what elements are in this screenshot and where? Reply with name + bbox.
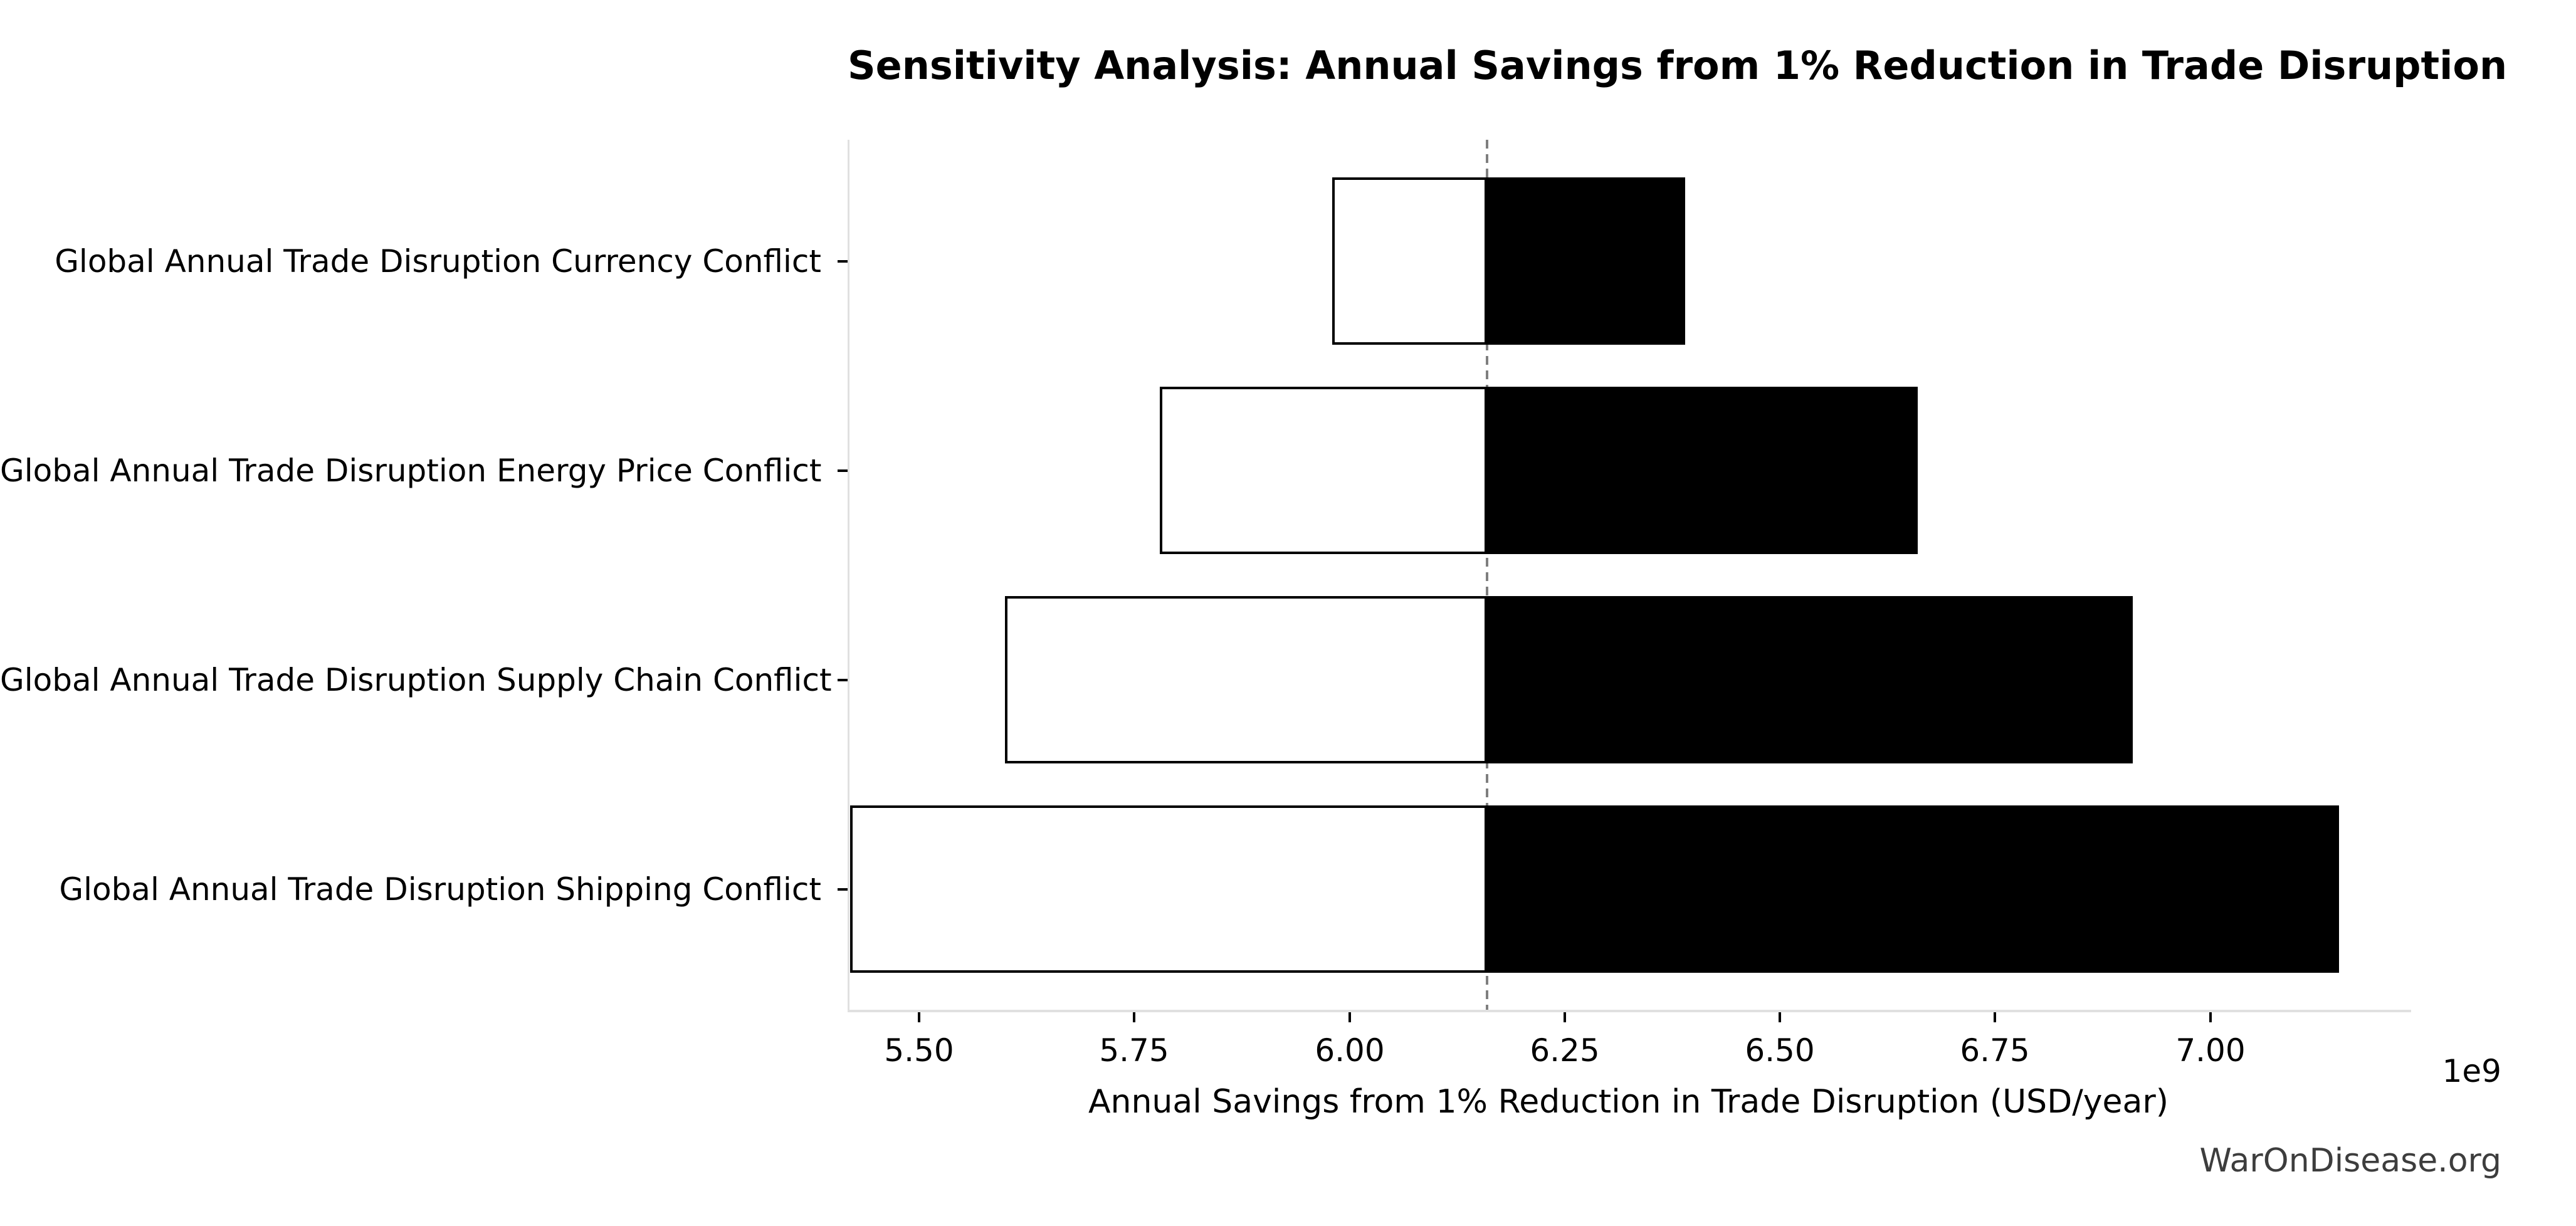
chart-title: Sensitivity Analysis: Annual Savings fro… [848, 43, 2508, 88]
x-tick-label: 5.50 [884, 1032, 954, 1069]
x-tick-mark [1348, 1012, 1351, 1022]
x-tick-mark [918, 1012, 920, 1022]
axis-offset-label: 1e9 [2442, 1053, 2501, 1089]
x-tick-label: 6.50 [1745, 1032, 1815, 1069]
bar-low-2 [1005, 596, 1487, 763]
x-tick-label: 7.00 [2175, 1032, 2246, 1069]
x-tick-label: 6.75 [1960, 1032, 2030, 1069]
y-tick-mark [838, 259, 848, 263]
watermark-text: WarOnDisease.org [2199, 1142, 2501, 1180]
y-tick-label: Global Annual Trade Disruption Energy Pr… [0, 452, 822, 489]
y-tick-mark [838, 888, 848, 891]
x-tick-mark [1994, 1012, 1996, 1022]
x-tick-label: 6.25 [1530, 1032, 1600, 1069]
bar-high-0 [1487, 177, 1685, 345]
y-tick-label: Global Annual Trade Disruption Currency … [55, 243, 821, 280]
y-tick-mark [838, 469, 848, 472]
baseline-dashed-line [1486, 140, 1488, 1010]
bar-high-2 [1487, 596, 2133, 763]
bar-high-1 [1487, 387, 1918, 554]
bar-low-3 [850, 805, 1487, 973]
bar-low-1 [1160, 387, 1487, 554]
x-tick-mark [1779, 1012, 1781, 1022]
y-tick-label: Global Annual Trade Disruption Shipping … [59, 871, 821, 908]
y-tick-mark [838, 678, 848, 681]
x-tick-label: 5.75 [1099, 1032, 1169, 1069]
y-tick-label: Global Annual Trade Disruption Supply Ch… [0, 661, 832, 698]
x-axis-label: Annual Savings from 1% Reduction in Trad… [1088, 1083, 2169, 1121]
x-tick-mark [1564, 1012, 1566, 1022]
bar-low-0 [1332, 177, 1487, 345]
x-tick-label: 6.00 [1315, 1032, 1385, 1069]
plot-area: 5.50 5.75 6.00 6.25 6.50 6.75 7.00 [838, 140, 2411, 1069]
x-tick-mark [2209, 1012, 2212, 1022]
x-tick-mark [1133, 1012, 1135, 1022]
bar-high-3 [1487, 805, 2339, 973]
